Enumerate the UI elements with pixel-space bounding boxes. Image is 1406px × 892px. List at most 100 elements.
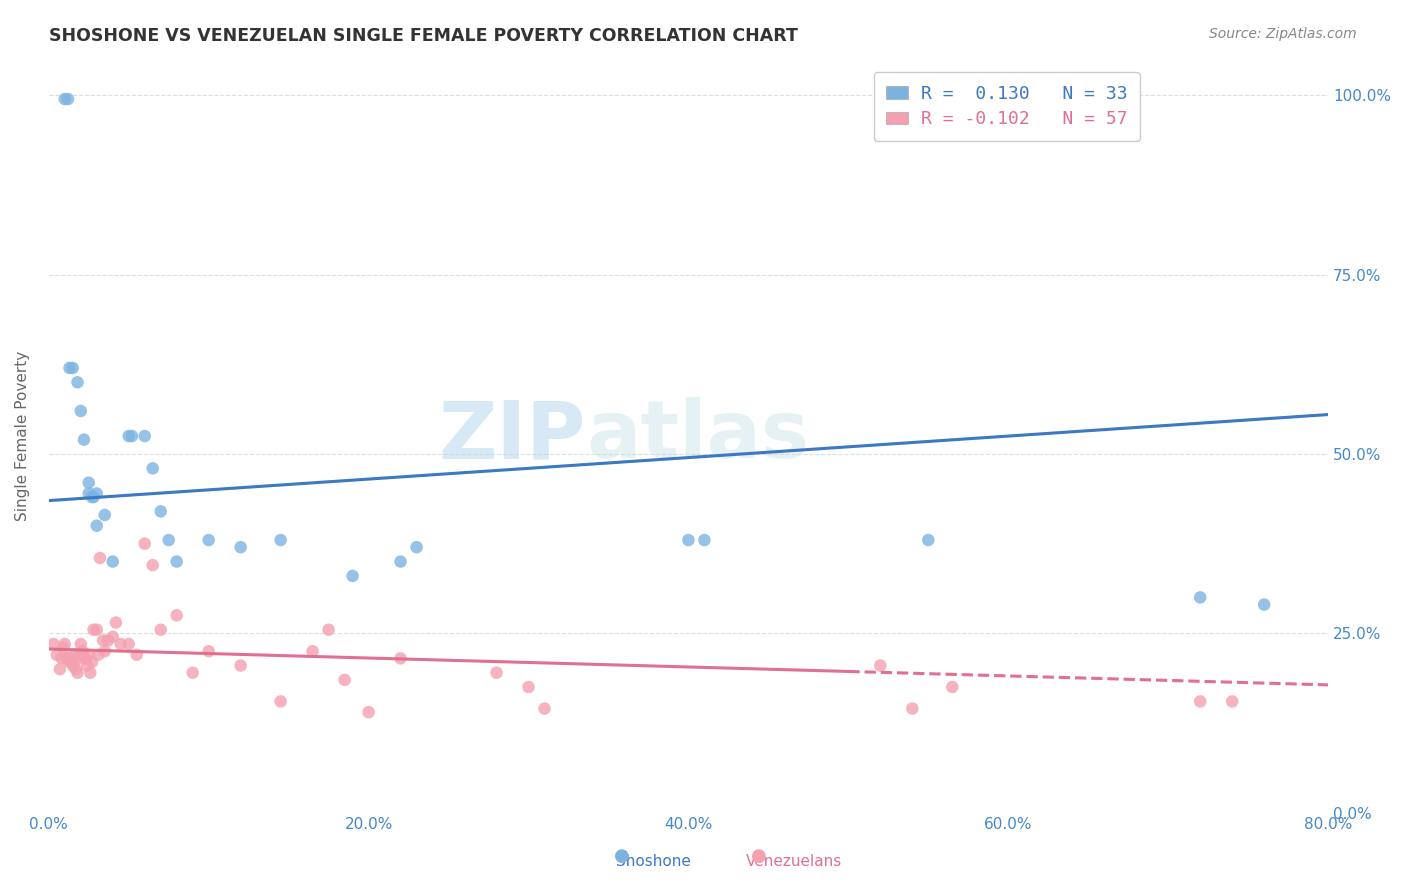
Point — [693, 533, 716, 547]
Text: Shoshone: Shoshone — [616, 854, 692, 869]
Point — [69, 404, 91, 418]
Point — [86, 623, 108, 637]
Point — [55, 651, 77, 665]
Point — [52, 640, 75, 655]
Point — [75, 651, 97, 665]
Point — [83, 490, 105, 504]
Point — [941, 680, 963, 694]
Point — [134, 536, 156, 550]
Point — [58, 655, 80, 669]
Point — [533, 701, 555, 715]
Point — [229, 658, 252, 673]
Point — [60, 651, 83, 665]
Point — [104, 615, 127, 630]
Point — [66, 376, 89, 390]
Point — [76, 658, 98, 673]
Point — [89, 551, 111, 566]
Point — [149, 623, 172, 637]
Y-axis label: Single Female Poverty: Single Female Poverty — [15, 351, 30, 521]
Point — [63, 648, 86, 662]
Point — [77, 486, 100, 500]
Text: SHOSHONE VS VENEZUELAN SINGLE FEMALE POVERTY CORRELATION CHART: SHOSHONE VS VENEZUELAN SINGLE FEMALE POV… — [49, 27, 799, 45]
Point — [97, 633, 120, 648]
Point — [197, 644, 219, 658]
Point — [1189, 591, 1212, 605]
Point — [42, 637, 65, 651]
Point — [389, 651, 412, 665]
Point — [157, 533, 180, 547]
Point — [118, 637, 141, 651]
Point — [1220, 694, 1243, 708]
Point — [45, 648, 67, 662]
Point — [93, 644, 115, 658]
Point — [53, 637, 76, 651]
Point — [77, 475, 100, 490]
Point — [318, 623, 340, 637]
Point — [1189, 694, 1212, 708]
Point — [87, 648, 110, 662]
Text: Source: ZipAtlas.com: Source: ZipAtlas.com — [1209, 27, 1357, 41]
Point — [901, 701, 924, 715]
Point — [142, 461, 165, 475]
Legend: R =  0.130   N = 33, R = -0.102   N = 57: R = 0.130 N = 33, R = -0.102 N = 57 — [873, 72, 1140, 141]
Point — [121, 429, 143, 443]
Point — [91, 633, 114, 648]
Point — [69, 637, 91, 651]
Text: Venezuelans: Venezuelans — [747, 854, 842, 869]
Point — [270, 533, 292, 547]
Point — [73, 651, 96, 665]
Point — [65, 662, 87, 676]
Point — [869, 658, 891, 673]
Point — [125, 648, 148, 662]
Point — [197, 533, 219, 547]
Point — [110, 637, 132, 651]
Point — [58, 360, 80, 375]
Point — [181, 665, 204, 680]
Text: ZIP: ZIP — [439, 397, 586, 475]
Point — [357, 705, 380, 719]
Point — [405, 540, 427, 554]
Point — [63, 655, 86, 669]
Point — [66, 665, 89, 680]
Point — [166, 555, 188, 569]
Point — [389, 555, 412, 569]
Point — [118, 429, 141, 443]
Point — [101, 555, 124, 569]
Point — [86, 486, 108, 500]
Point — [49, 662, 72, 676]
Text: ●: ● — [751, 847, 768, 865]
Point — [678, 533, 700, 547]
Point — [77, 648, 100, 662]
Point — [333, 673, 356, 687]
Point — [80, 655, 103, 669]
Point — [56, 651, 79, 665]
Point — [517, 680, 540, 694]
Point — [485, 665, 508, 680]
Point — [53, 92, 76, 106]
Point — [73, 433, 96, 447]
Point — [301, 644, 323, 658]
Text: atlas: atlas — [586, 397, 810, 475]
Point — [229, 540, 252, 554]
Point — [80, 490, 103, 504]
Point — [83, 623, 105, 637]
Point — [166, 608, 188, 623]
Point — [93, 508, 115, 522]
Point — [86, 518, 108, 533]
Point — [101, 630, 124, 644]
Point — [134, 429, 156, 443]
Point — [72, 644, 94, 658]
Point — [149, 504, 172, 518]
Point — [62, 360, 84, 375]
Point — [62, 658, 84, 673]
Point — [917, 533, 939, 547]
Text: ●: ● — [613, 847, 630, 865]
Point — [342, 569, 364, 583]
Point — [79, 665, 101, 680]
Point — [56, 92, 79, 106]
Point — [1253, 598, 1275, 612]
Point — [270, 694, 292, 708]
Point — [142, 558, 165, 573]
Point — [67, 648, 90, 662]
Point — [51, 651, 73, 665]
